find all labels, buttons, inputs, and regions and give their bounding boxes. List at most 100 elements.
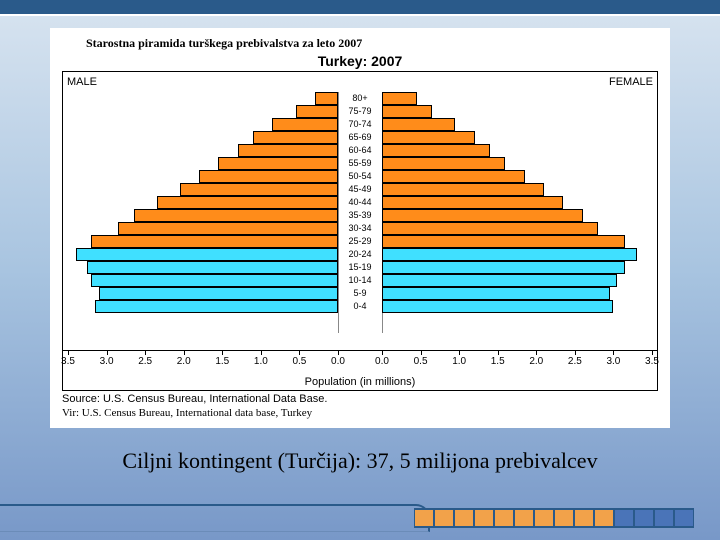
bar-female (382, 92, 417, 105)
bar-female (382, 248, 637, 261)
pyramid-area: 80+75-7970-7465-6960-6455-5950-5445-4940… (63, 92, 657, 313)
pyramid-row: 75-79 (63, 105, 657, 118)
pyramid-row: 60-64 (63, 144, 657, 157)
bar-female (382, 144, 490, 157)
deco-cell (494, 510, 514, 526)
deco-cell (594, 510, 614, 526)
source-below-chart: Vir: U.S. Census Bureau, International d… (62, 407, 658, 419)
deco-cell (634, 510, 654, 526)
age-label: 60-64 (348, 144, 371, 157)
pyramid-row: 10-14 (63, 274, 657, 287)
age-label: 15-19 (348, 261, 371, 274)
bar-female (382, 131, 475, 144)
pyramid-row: 30-34 (63, 222, 657, 235)
deco-cell (654, 510, 674, 526)
pyramid-row: 25-29 (63, 235, 657, 248)
pyramid-row: 35-39 (63, 209, 657, 222)
deco-cell (454, 510, 474, 526)
bar-male (91, 274, 338, 287)
bar-female (382, 183, 544, 196)
source-in-chart: Source: U.S. Census Bureau, Internationa… (62, 393, 658, 405)
bar-male (87, 261, 338, 274)
age-label: 5-9 (353, 287, 366, 300)
x-tick-label: 2.5 (568, 356, 582, 367)
pyramid-row: 45-49 (63, 183, 657, 196)
bar-male (296, 105, 338, 118)
slide-main-caption: Ciljni kontingent (Turčija): 37, 5 milij… (0, 448, 720, 474)
deco-cell (534, 510, 554, 526)
bar-female (382, 235, 625, 248)
bar-male (95, 300, 338, 313)
pyramid-row: 50-54 (63, 170, 657, 183)
bar-male (76, 248, 338, 261)
age-label: 40-44 (348, 196, 371, 209)
pyramid-row: 70-74 (63, 118, 657, 131)
female-label: FEMALE (609, 76, 653, 88)
x-tick-label: 1.5 (491, 356, 505, 367)
deco-cell (554, 510, 574, 526)
x-tick-label: 1.5 (215, 356, 229, 367)
decorative-squares (414, 508, 694, 528)
bar-male (180, 183, 338, 196)
bar-female (382, 105, 432, 118)
bar-female (382, 274, 617, 287)
x-tick-label: 1.0 (254, 356, 268, 367)
deco-cell (434, 510, 454, 526)
x-tick-label: 3.0 (606, 356, 620, 367)
x-tick-label: 2.5 (138, 356, 152, 367)
age-label: 70-74 (348, 118, 371, 131)
pyramid-row: 55-59 (63, 157, 657, 170)
decorative-rail (0, 504, 430, 532)
x-tick-label: 0.5 (292, 356, 306, 367)
pyramid-row: 40-44 (63, 196, 657, 209)
x-baseline (63, 350, 657, 351)
x-tick-label: 0.0 (375, 356, 389, 367)
bar-female (382, 170, 525, 183)
x-axis: Population (in millions) 3.53.02.52.01.5… (63, 350, 657, 390)
bar-male (272, 118, 338, 131)
male-label: MALE (67, 76, 97, 88)
x-tick-label: 3.5 (61, 356, 75, 367)
age-label: 10-14 (348, 274, 371, 287)
age-label: 50-54 (348, 170, 371, 183)
bar-male (118, 222, 338, 235)
pyramid-row: 0-4 (63, 300, 657, 313)
bar-male (134, 209, 338, 222)
age-label: 35-39 (348, 209, 371, 222)
x-tick-label: 1.0 (452, 356, 466, 367)
pyramid-row: 5-9 (63, 287, 657, 300)
pyramid-chart: MALE FEMALE 80+75-7970-7465-6960-6455-59… (62, 71, 658, 391)
x-tick-label: 3.5 (645, 356, 659, 367)
deco-cell (514, 510, 534, 526)
bar-male (199, 170, 338, 183)
age-label: 30-34 (348, 222, 371, 235)
age-label: 20-24 (348, 248, 371, 261)
age-label: 25-29 (348, 235, 371, 248)
bar-female (382, 261, 625, 274)
bar-female (382, 196, 563, 209)
bar-female (382, 300, 613, 313)
chart-panel: Starostna piramida turškega prebivalstva… (50, 28, 670, 428)
x-tick-label: 3.0 (100, 356, 114, 367)
deco-cell (674, 510, 694, 526)
age-label: 75-79 (348, 105, 371, 118)
bar-female (382, 209, 583, 222)
pyramid-row: 80+ (63, 92, 657, 105)
deco-cell (474, 510, 494, 526)
bar-male (315, 92, 338, 105)
pyramid-row: 15-19 (63, 261, 657, 274)
deco-cell (414, 510, 434, 526)
bar-female (382, 118, 455, 131)
bar-male (99, 287, 338, 300)
chart-title: Turkey: 2007 (62, 53, 658, 69)
bar-female (382, 222, 598, 235)
x-tick-label: 2.0 (177, 356, 191, 367)
age-label: 80+ (352, 92, 367, 105)
bar-female (382, 157, 505, 170)
bar-male (91, 235, 338, 248)
pyramid-row: 65-69 (63, 131, 657, 144)
bar-male (253, 131, 338, 144)
top-bar (0, 0, 720, 14)
deco-cell (614, 510, 634, 526)
age-label: 45-49 (348, 183, 371, 196)
